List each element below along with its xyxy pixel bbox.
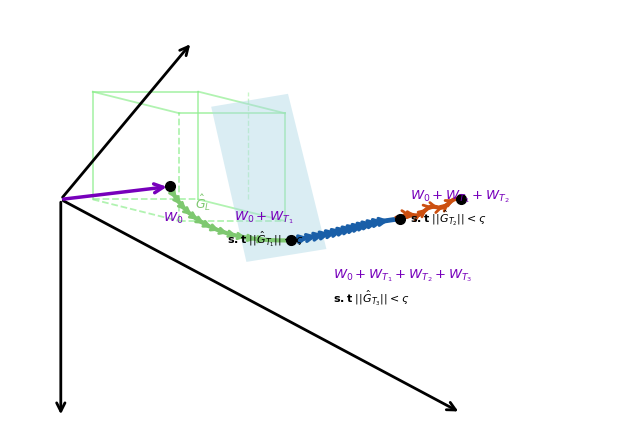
Text: $\mathbf{s.t}\ ||\hat{G}_{T_3}|| < \varsigma$: $\mathbf{s.t}\ ||\hat{G}_{T_3}|| < \vars… xyxy=(333,288,409,307)
Text: $W_0$: $W_0$ xyxy=(163,211,183,226)
Text: $W_0 + W_{T_1}$: $W_0 + W_{T_1}$ xyxy=(234,209,294,226)
Text: $\mathbf{s.t}\ ||\hat{G}_{T_1}|| < \varsigma$: $\mathbf{s.t}\ ||\hat{G}_{T_1}|| < \vars… xyxy=(227,229,303,248)
Text: $\mathbf{s.t}\ ||\hat{G}_{T_2}|| < \varsigma$: $\mathbf{s.t}\ ||\hat{G}_{T_2}|| < \vars… xyxy=(410,209,486,228)
Text: $W_0 + W_{T_1} + W_{T_2} + W_{T_3}$: $W_0 + W_{T_1} + W_{T_2} + W_{T_3}$ xyxy=(333,267,472,284)
Polygon shape xyxy=(211,95,326,262)
Text: $\hat{G}_L$: $\hat{G}_L$ xyxy=(195,192,211,212)
Text: $W_0 + W_{T_1} + W_{T_2}$: $W_0 + W_{T_1} + W_{T_2}$ xyxy=(410,188,509,204)
